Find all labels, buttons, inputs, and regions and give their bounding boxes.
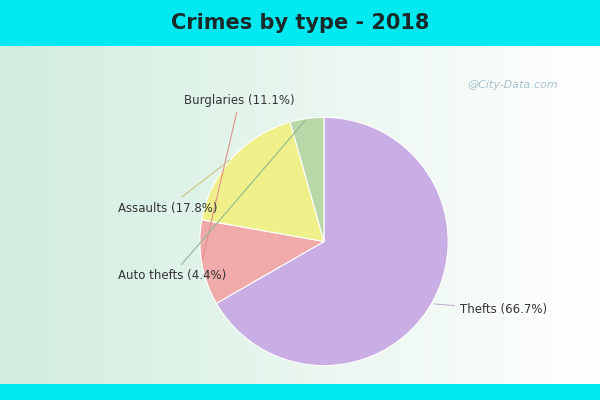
Text: Crimes by type - 2018: Crimes by type - 2018 (171, 13, 429, 33)
Wedge shape (202, 122, 324, 242)
Wedge shape (200, 220, 324, 303)
Text: Thefts (66.7%): Thefts (66.7%) (434, 303, 547, 316)
Text: Assaults (17.8%): Assaults (17.8%) (118, 160, 230, 215)
Wedge shape (290, 117, 324, 242)
Text: @City-Data.com: @City-Data.com (467, 80, 558, 90)
Text: Auto thefts (4.4%): Auto thefts (4.4%) (118, 121, 305, 282)
Wedge shape (217, 117, 448, 366)
Text: Burglaries (11.1%): Burglaries (11.1%) (184, 94, 295, 260)
